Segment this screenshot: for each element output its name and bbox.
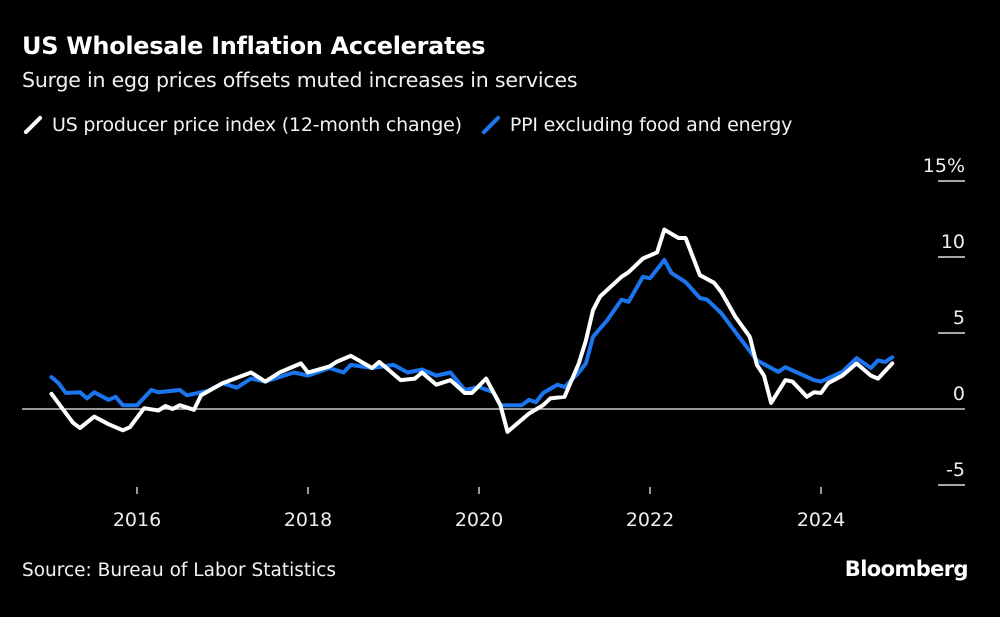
chart-subtitle: Surge in egg prices offsets muted increa… (22, 68, 578, 92)
bloomberg-logo: Bloomberg (844, 557, 969, 581)
x-tick-label: 2022 (626, 509, 674, 531)
source-note: Source: Bureau of Labor Statistics (22, 560, 337, 581)
legend: US producer price index (12-month change… (22, 114, 810, 136)
legend-item-core-ppi: PPI excluding food and energy (480, 114, 793, 136)
chart-title: US Wholesale Inflation Accelerates (22, 32, 486, 60)
x-tick-label: 2016 (113, 509, 161, 531)
y-tick-label: -5 (946, 459, 965, 481)
x-tick-label: 2024 (797, 509, 845, 531)
y-tick-label: 10 (941, 231, 965, 253)
y-tick-label: 0 (953, 383, 965, 405)
x-tick-label: 2020 (455, 509, 503, 531)
legend-item-ppi: US producer price index (12-month change… (22, 114, 462, 136)
x-tick-label: 2018 (284, 509, 332, 531)
y-tick-label: 15% (923, 155, 965, 177)
legend-label-ppi: US producer price index (12-month change… (52, 114, 462, 136)
series-line-ppi (49, 227, 895, 434)
y-tick-label: 5 (953, 307, 965, 329)
legend-label-core-ppi: PPI excluding food and energy (509, 114, 793, 136)
